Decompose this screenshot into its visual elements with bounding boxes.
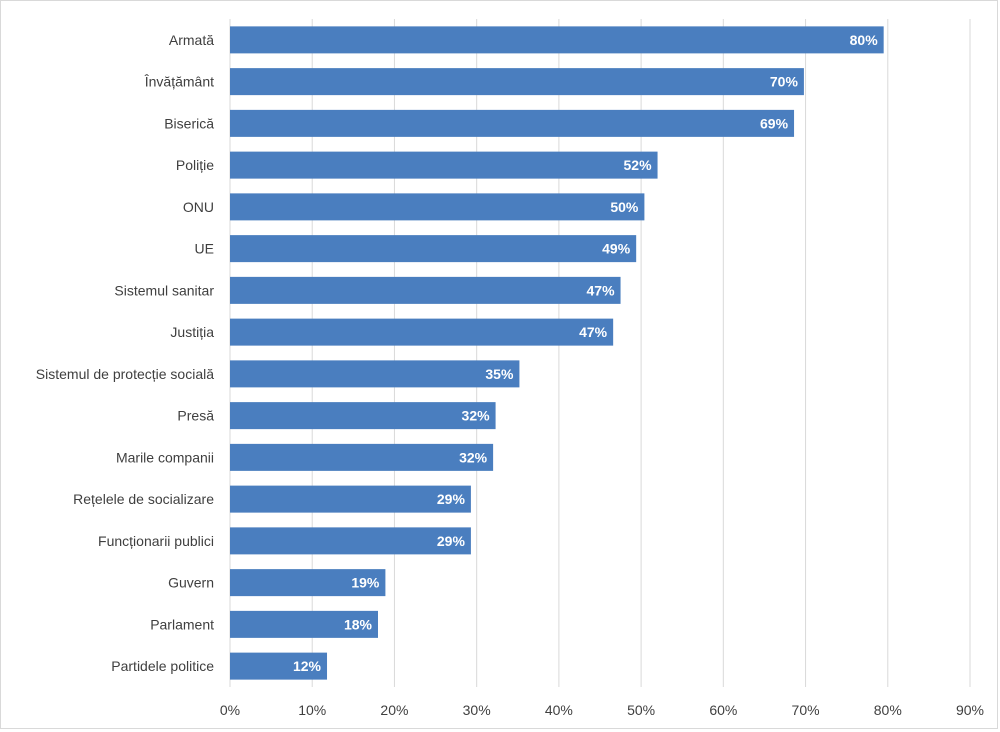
category-label: Funcționarii publici [98, 533, 214, 549]
category-label: Partidele politice [111, 658, 214, 674]
bar [230, 360, 520, 388]
data-label: 32% [462, 408, 491, 424]
bar [230, 276, 621, 304]
category-label: Parlament [150, 616, 214, 632]
x-tick-label: 40% [545, 702, 573, 718]
category-label: Justiția [170, 324, 214, 340]
data-label: 32% [459, 449, 488, 465]
category-label: ONU [183, 199, 214, 215]
x-tick-label: 80% [874, 702, 902, 718]
category-label: Sistemul sanitar [114, 282, 214, 298]
bar [230, 485, 471, 513]
bar [230, 193, 645, 221]
x-tick-label: 30% [463, 702, 491, 718]
data-label: 12% [293, 658, 322, 674]
data-label: 80% [850, 32, 879, 48]
x-tick-label: 10% [298, 702, 326, 718]
bar [230, 610, 378, 638]
bar [230, 443, 494, 471]
category-label: Marile companii [116, 449, 214, 465]
category-label: Poliție [176, 157, 214, 173]
bar [230, 235, 637, 263]
x-tick-label: 60% [709, 702, 737, 718]
bar [230, 652, 328, 680]
bar [230, 402, 496, 430]
x-tick-label: 0% [220, 702, 240, 718]
data-label: 29% [437, 491, 466, 507]
data-label: 70% [770, 74, 799, 90]
data-label: 52% [624, 157, 653, 173]
category-label: Sistemul de protecție socială [36, 366, 214, 382]
data-label: 29% [437, 533, 466, 549]
data-label: 49% [602, 241, 631, 257]
x-tick-label: 50% [627, 702, 655, 718]
category-label: UE [195, 241, 214, 257]
bar [230, 569, 386, 597]
bar [230, 109, 795, 137]
bar [230, 68, 804, 96]
category-label: Rețelele de socializare [73, 491, 214, 507]
category-label: Biserică [164, 115, 214, 131]
x-tick-label: 20% [380, 702, 408, 718]
bar [230, 527, 471, 555]
data-label: 69% [760, 115, 789, 131]
data-label: 18% [344, 616, 373, 632]
data-label: 35% [485, 366, 514, 382]
bar [230, 151, 658, 179]
category-label: Armată [169, 32, 214, 48]
bar [230, 318, 614, 346]
category-label: Presă [177, 408, 214, 424]
x-tick-label: 90% [956, 702, 984, 718]
data-label: 47% [587, 282, 616, 298]
bar [230, 26, 884, 54]
x-tick-label: 70% [792, 702, 820, 718]
data-label: 50% [610, 199, 639, 215]
data-label: 19% [351, 575, 380, 591]
category-label: Învățământ [144, 74, 214, 90]
category-label: Guvern [168, 575, 214, 591]
data-label: 47% [579, 324, 608, 340]
